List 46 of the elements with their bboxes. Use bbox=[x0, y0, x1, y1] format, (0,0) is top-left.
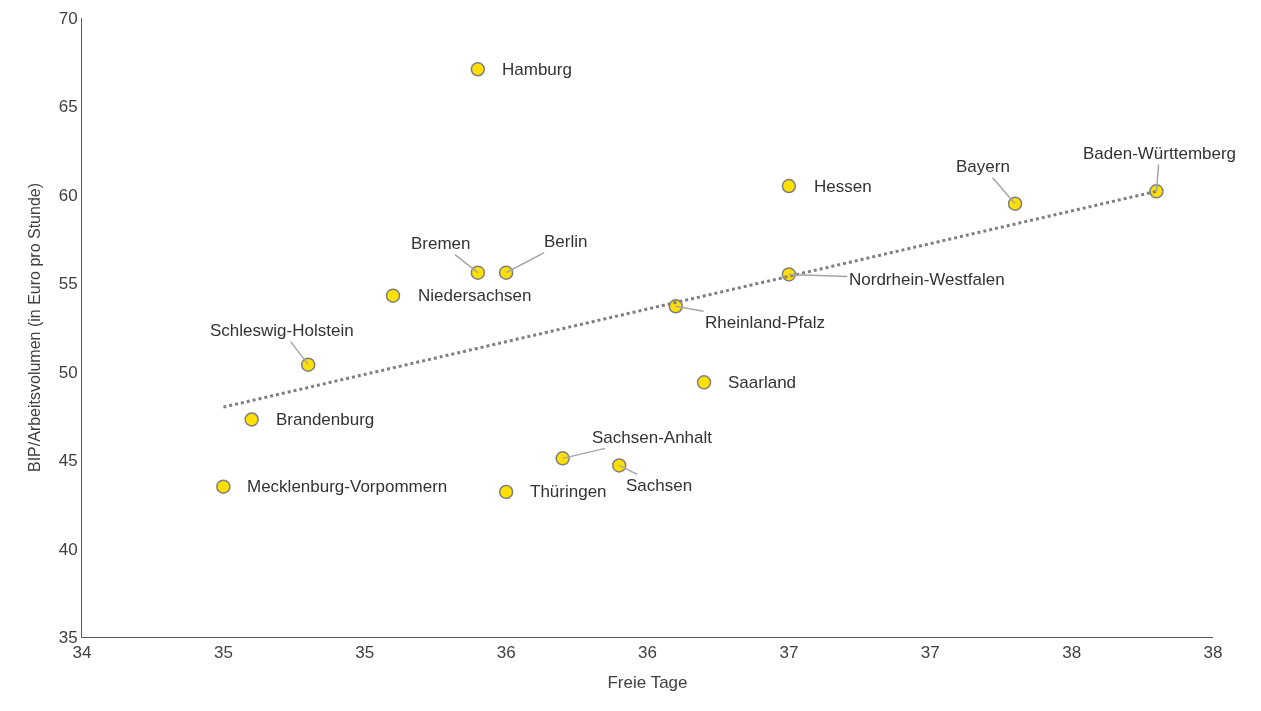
point bbox=[781, 178, 797, 194]
annotation: Nordrhein-Westfalen bbox=[849, 270, 1005, 289]
annotation: Berlin bbox=[544, 232, 588, 251]
x-axis-title: Freie Tage bbox=[607, 672, 688, 692]
point bbox=[244, 412, 259, 427]
point bbox=[1007, 196, 1023, 211]
x-tick-label: 35 bbox=[355, 643, 375, 663]
point bbox=[470, 265, 486, 280]
point bbox=[216, 479, 231, 494]
point bbox=[498, 484, 514, 500]
annotation: Thüringen bbox=[530, 482, 607, 501]
y-tick-label: 70 bbox=[58, 8, 78, 28]
y-tick-label: 50 bbox=[58, 362, 78, 382]
annotation: Hamburg bbox=[502, 60, 572, 79]
annotation: Bayern bbox=[956, 157, 1010, 176]
point bbox=[555, 451, 570, 466]
annotation: Niedersachsen bbox=[418, 286, 532, 305]
annotation: Rheinland-Pfalz bbox=[705, 313, 826, 332]
annotation: Brandenburg bbox=[276, 410, 375, 429]
annotation: Saarland bbox=[728, 373, 797, 392]
y-tick-label: 55 bbox=[58, 274, 78, 294]
annotation: Baden-Württemberg bbox=[1083, 144, 1237, 163]
x-tick-label: 35 bbox=[213, 643, 233, 663]
point bbox=[300, 357, 316, 372]
x-tick-label: 38 bbox=[1203, 643, 1223, 663]
annotation: Hessen bbox=[814, 177, 872, 196]
x-tick-label: 37 bbox=[920, 643, 940, 663]
point bbox=[696, 375, 712, 390]
point bbox=[498, 265, 514, 280]
x-tick-label: 36 bbox=[638, 643, 657, 663]
y-axis-title: BIP/Arbeitsvolumen (in Euro pro Stunde) bbox=[25, 182, 43, 473]
point bbox=[385, 288, 401, 303]
annotation: Mecklenburg-Vorpommern bbox=[247, 477, 448, 496]
y-tick-label: 65 bbox=[58, 97, 78, 117]
annotation: Sachsen-Anhalt bbox=[592, 428, 713, 447]
x-tick-label: 36 bbox=[496, 643, 516, 663]
annotation: Schleswig-Holstein bbox=[210, 321, 354, 340]
x-tick-label: 38 bbox=[1062, 643, 1082, 663]
y-tick-label: 40 bbox=[58, 539, 78, 559]
point bbox=[470, 62, 486, 77]
y-tick-label: 60 bbox=[58, 185, 78, 205]
annotation: Sachsen bbox=[626, 476, 693, 495]
annotation: Bremen bbox=[411, 234, 471, 253]
point bbox=[611, 458, 627, 473]
x-tick-label: 37 bbox=[779, 643, 799, 663]
y-tick-label: 45 bbox=[58, 451, 78, 471]
